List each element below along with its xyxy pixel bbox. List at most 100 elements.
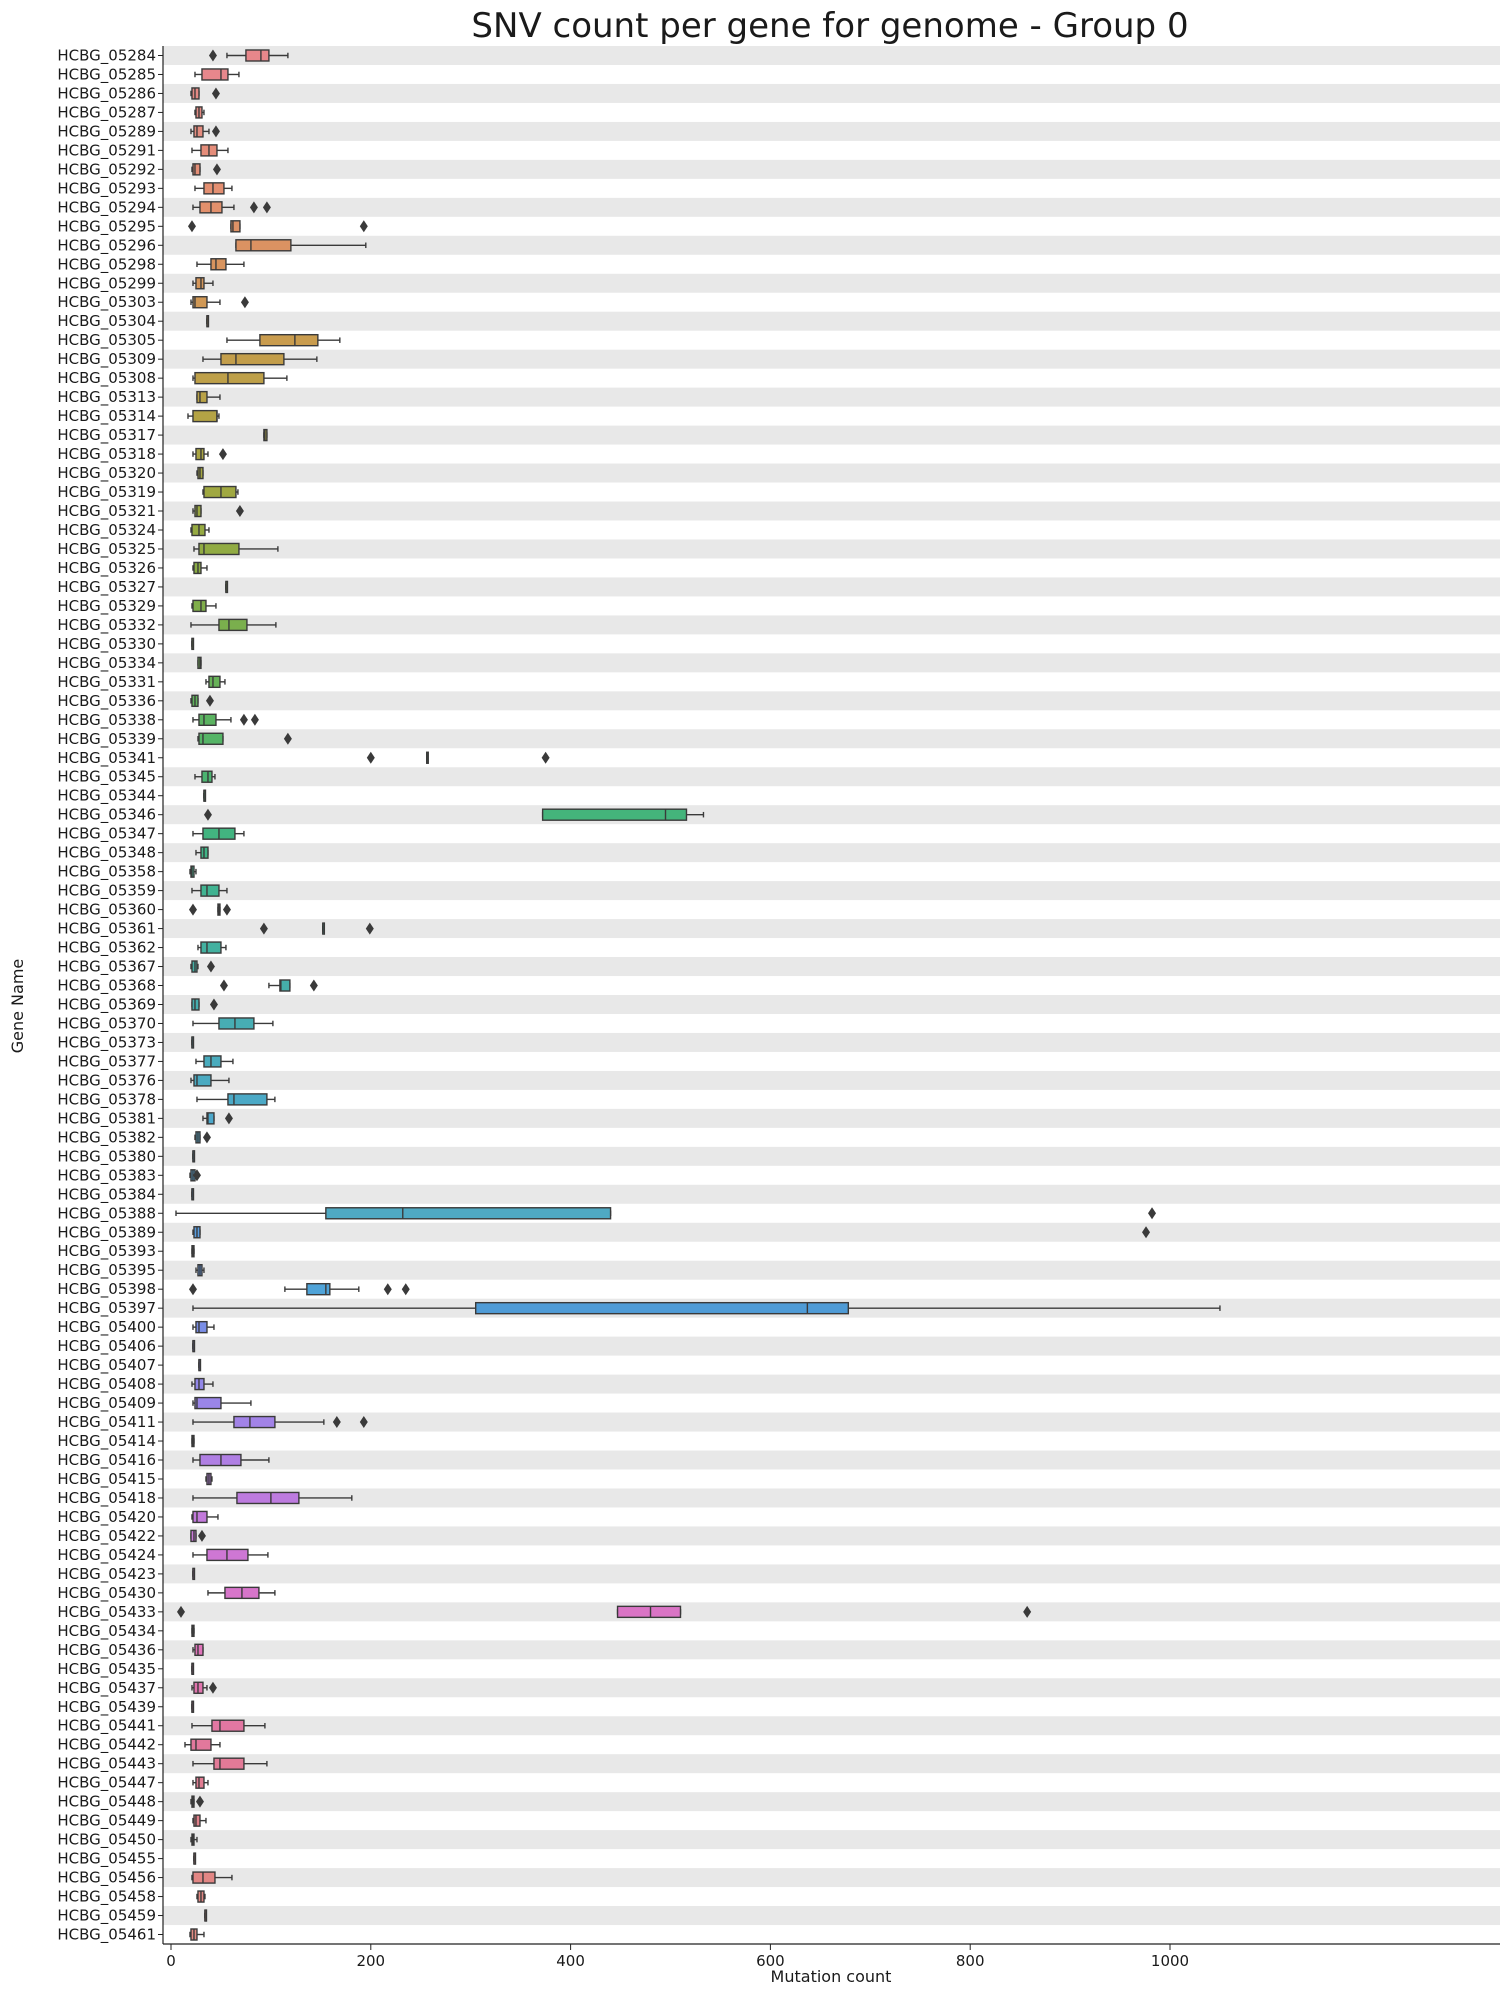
y-tick-label: HCBG_05313 <box>57 388 156 407</box>
y-axis-label: Gene Name <box>8 959 27 1054</box>
outlier-point <box>332 1416 341 1429</box>
gene-box-HCBG_05299 <box>192 277 214 290</box>
row-band <box>163 1222 1500 1242</box>
x-tick-labels: 0 200 400 600 800 1000 <box>166 1944 1189 1970</box>
row-band <box>163 1146 1500 1166</box>
gene-box-HCBG_05414 <box>191 1434 195 1448</box>
row-band <box>163 425 1500 445</box>
y-tick-label: HCBG_05461 <box>57 1926 156 1945</box>
y-tick-label: HCBG_05346 <box>57 806 156 825</box>
row-band <box>163 159 1500 179</box>
y-tick-label: HCBG_05381 <box>57 1109 156 1128</box>
row-band <box>163 1754 1500 1774</box>
gene-box-HCBG_05314 <box>187 409 220 423</box>
y-tick-label: HCBG_05314 <box>57 407 156 426</box>
y-tick-label: HCBG_05388 <box>57 1204 156 1223</box>
y-tick-label: HCBG_05443 <box>57 1755 156 1774</box>
outlier-point <box>195 1795 204 1808</box>
iqr-box <box>218 618 248 632</box>
gene-box-HCBG_05397 <box>192 1301 1221 1315</box>
y-tick-label: HCBG_05294 <box>57 198 156 217</box>
iqr-box <box>198 713 217 726</box>
y-tick-label: HCBG_05370 <box>57 1014 156 1033</box>
y-tick-label: HCBG_05362 <box>57 939 156 958</box>
y-tick-label: HCBG_05347 <box>57 825 156 844</box>
iqr-box <box>206 1112 215 1125</box>
gene-box-HCBG_05285 <box>194 68 240 81</box>
gene-box-HCBG_05308 <box>192 371 288 385</box>
iqr-box <box>194 371 265 385</box>
gene-box-HCBG_05347 <box>192 827 245 840</box>
gene-box-HCBG_05318 <box>192 447 227 461</box>
iqr-box <box>218 1017 255 1030</box>
iqr-box <box>211 1719 245 1732</box>
row-band <box>163 1374 1500 1394</box>
gene-box-HCBG_05336 <box>190 694 214 708</box>
outlier-point <box>249 201 258 214</box>
outlier-point <box>202 1131 211 1144</box>
y-tick-label: HCBG_05439 <box>57 1698 156 1717</box>
y-tick-label: HCBG_05430 <box>57 1584 156 1603</box>
gene-box-HCBG_05423 <box>192 1567 196 1581</box>
iqr-box <box>192 296 208 309</box>
outlier-point <box>239 713 248 726</box>
y-tick-label: HCBG_05286 <box>57 84 156 103</box>
gene-box-HCBG_05383 <box>189 1169 201 1182</box>
y-tick-label: HCBG_05291 <box>57 141 156 160</box>
outlier-point <box>218 448 227 461</box>
y-tick-label: HCBG_05448 <box>57 1793 156 1812</box>
x-tick-label: 1000 <box>1151 1952 1189 1970</box>
y-tick-label: HCBG_05459 <box>57 1907 156 1926</box>
gene-box-HCBG_05407 <box>198 1358 202 1372</box>
y-tick-label: HCBG_05406 <box>57 1337 156 1356</box>
y-tick-label: HCBG_05331 <box>57 673 156 692</box>
gene-box-HCBG_05435 <box>191 1662 195 1675</box>
outlier-point <box>222 903 231 916</box>
gene-box-HCBG_05303 <box>190 296 249 309</box>
outlier-point <box>1023 1605 1032 1618</box>
row-band <box>163 1716 1500 1736</box>
gene-box-HCBG_05344 <box>203 789 207 802</box>
gene-box-HCBG_05346 <box>203 808 705 821</box>
y-tick-label: HCBG_05378 <box>57 1090 156 1109</box>
row-band <box>163 1640 1500 1660</box>
y-tick-label: HCBG_05389 <box>57 1223 156 1242</box>
gene-box-HCBG_05449 <box>192 1814 207 1827</box>
outlier-point <box>176 1605 185 1618</box>
outlier-point <box>359 220 368 233</box>
gene-box-HCBG_05284 <box>208 49 289 62</box>
iqr-box <box>194 1643 204 1657</box>
gene-box-HCBG_05324 <box>190 523 210 537</box>
iqr-box <box>203 485 237 499</box>
y-tick-label: HCBG_05409 <box>57 1394 156 1413</box>
x-tick-label: 0 <box>166 1952 176 1970</box>
gene-box-HCBG_05439 <box>191 1700 195 1713</box>
row-band <box>163 539 1500 559</box>
y-tick-label: HCBG_05317 <box>57 426 156 445</box>
outlier-point <box>224 1112 233 1125</box>
outlier-point <box>359 1416 368 1429</box>
y-tick-label: HCBG_05361 <box>57 920 156 939</box>
gene-box-HCBG_05368 <box>219 979 318 992</box>
y-tick-label: HCBG_05296 <box>57 236 156 255</box>
gene-box-HCBG_05382 <box>194 1131 211 1144</box>
y-tick-label: HCBG_05433 <box>57 1603 156 1622</box>
y-tick-label: HCBG_05373 <box>57 1033 156 1052</box>
iqr-box <box>193 125 204 138</box>
gene-box-HCBG_05309 <box>202 352 318 366</box>
outlier-point <box>383 1283 392 1296</box>
gene-box-HCBG_05359 <box>191 884 228 897</box>
y-tick-label: HCBG_05414 <box>57 1432 156 1451</box>
outlier-point <box>212 163 221 176</box>
y-tick-label: HCBG_05434 <box>57 1622 156 1641</box>
y-tick-label: HCBG_05400 <box>57 1318 156 1337</box>
y-tick-label: HCBG_05287 <box>57 103 156 122</box>
gene-box-HCBG_05377 <box>195 1055 234 1068</box>
y-tick-label: HCBG_05308 <box>57 369 156 388</box>
gene-box-HCBG_05384 <box>191 1188 195 1201</box>
gene-box-HCBG_05459 <box>204 1909 208 1922</box>
gene-box-HCBG_05376 <box>190 1074 230 1087</box>
y-tick-label: HCBG_05376 <box>57 1071 156 1090</box>
row-band <box>163 235 1500 255</box>
